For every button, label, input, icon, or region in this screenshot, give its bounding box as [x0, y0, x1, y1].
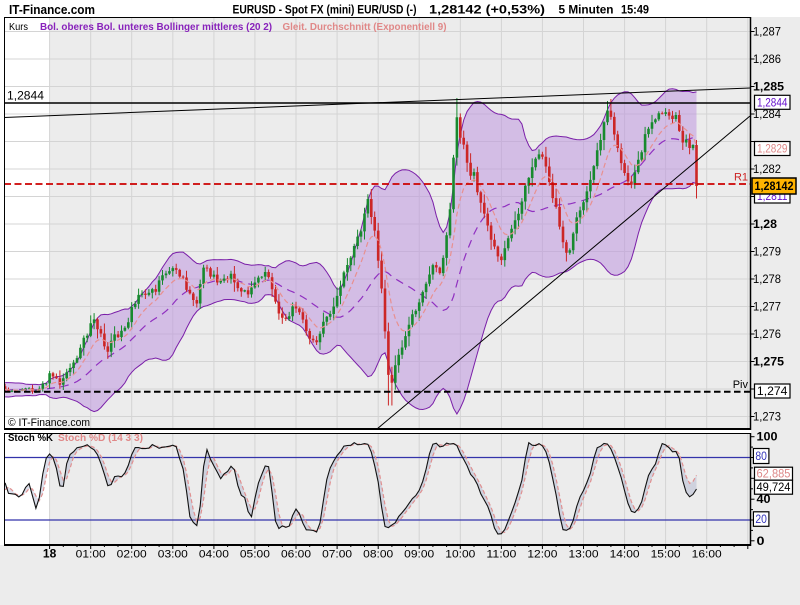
- svg-text:1,2844: 1,2844: [7, 91, 45, 103]
- svg-text:IT-Finance.com: IT-Finance.com: [9, 2, 95, 17]
- svg-text:Stoch %K: Stoch %K: [8, 432, 53, 444]
- svg-text:1,286: 1,286: [753, 54, 781, 66]
- svg-text:1,282: 1,282: [753, 164, 781, 176]
- svg-text:1,279: 1,279: [753, 247, 781, 259]
- svg-text:11:00: 11:00: [486, 549, 516, 561]
- svg-text:18: 18: [43, 547, 57, 561]
- svg-text:03:00: 03:00: [158, 549, 188, 561]
- svg-text:1,287: 1,287: [753, 27, 781, 39]
- svg-text:5 Minuten: 5 Minuten: [559, 5, 614, 17]
- svg-text:Piv: Piv: [733, 379, 749, 391]
- svg-text:1,278: 1,278: [753, 274, 781, 286]
- svg-text:0: 0: [757, 536, 765, 548]
- svg-text:02:00: 02:00: [117, 549, 147, 561]
- svg-text:40: 40: [757, 494, 771, 506]
- svg-text:R1: R1: [734, 172, 748, 184]
- svg-text:1,276: 1,276: [753, 329, 781, 341]
- svg-text:Bol. oberes Bol. unteres Bolli: Bol. oberes Bol. unteres Bollinger mittl…: [40, 21, 272, 33]
- svg-text:12:00: 12:00: [527, 549, 557, 561]
- svg-text:04:00: 04:00: [199, 549, 229, 561]
- svg-text:1,275: 1,275: [753, 357, 785, 369]
- svg-text:15:49: 15:49: [621, 5, 649, 17]
- svg-text:1,273: 1,273: [753, 412, 781, 424]
- svg-text:Kurs: Kurs: [9, 21, 28, 33]
- svg-text:1,284: 1,284: [753, 109, 782, 121]
- svg-text:1,274: 1,274: [757, 386, 788, 398]
- svg-text:1,2844: 1,2844: [757, 97, 788, 109]
- svg-text:Gleit. Durchschnitt (Exponenti: Gleit. Durchschnitt (Exponentiell 9): [283, 21, 447, 33]
- svg-text:08:00: 08:00: [363, 549, 393, 561]
- svg-text:15:00: 15:00: [651, 549, 681, 561]
- svg-text:05:00: 05:00: [240, 549, 270, 561]
- svg-text:49,724: 49,724: [757, 482, 792, 494]
- svg-text:© IT-Finance.com: © IT-Finance.com: [8, 417, 90, 429]
- svg-text:EURUSD - Spot FX (mini) EUR/US: EURUSD - Spot FX (mini) EUR/USD (-): [233, 5, 417, 17]
- svg-text:10:00: 10:00: [445, 549, 475, 561]
- svg-text:09:00: 09:00: [404, 549, 434, 561]
- svg-text:100: 100: [757, 432, 778, 444]
- svg-text:14:00: 14:00: [610, 549, 640, 561]
- svg-text:80: 80: [755, 451, 767, 463]
- svg-text:13:00: 13:00: [569, 549, 599, 561]
- svg-text:1,277: 1,277: [753, 302, 781, 314]
- svg-text:06:00: 06:00: [281, 549, 311, 561]
- svg-text:1,28142 (+0,53%): 1,28142 (+0,53%): [429, 5, 545, 17]
- svg-text:1,28142: 1,28142: [755, 179, 794, 193]
- svg-text:1,28: 1,28: [753, 219, 778, 231]
- svg-text:62,885: 62,885: [757, 469, 791, 481]
- svg-text:01:00: 01:00: [76, 549, 106, 561]
- svg-text:07:00: 07:00: [322, 549, 352, 561]
- svg-text:20: 20: [755, 514, 767, 526]
- svg-text:1,2829: 1,2829: [757, 144, 788, 156]
- svg-text:16:00: 16:00: [692, 549, 722, 561]
- svg-text:1,285: 1,285: [753, 82, 785, 94]
- svg-text:Stoch %D (14 3 3): Stoch %D (14 3 3): [58, 432, 143, 444]
